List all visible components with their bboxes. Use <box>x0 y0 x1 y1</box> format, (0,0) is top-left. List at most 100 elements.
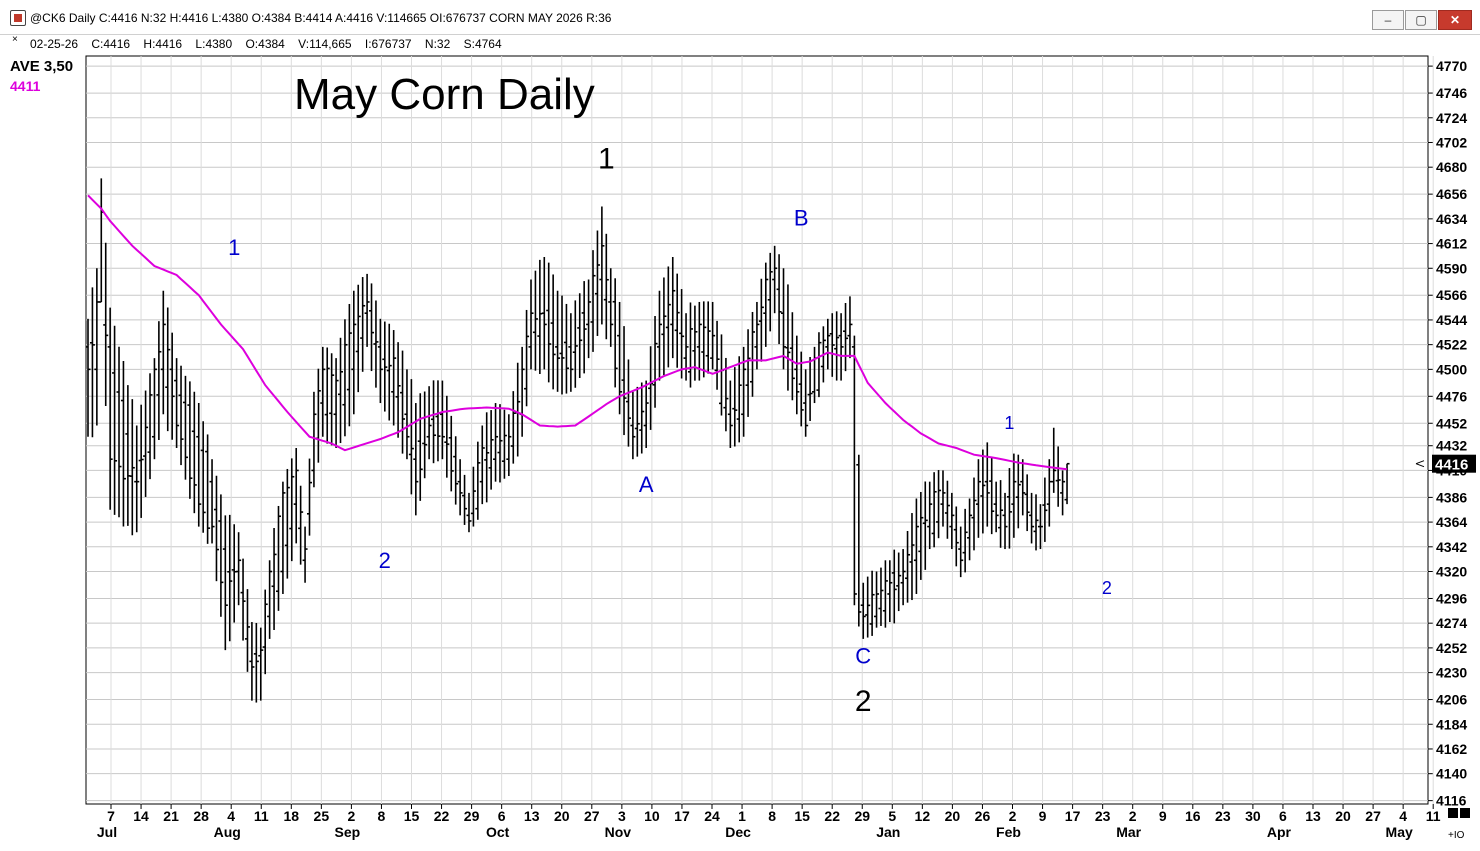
x-tick-label: 3 <box>618 808 626 824</box>
ohlc-bar <box>417 393 423 501</box>
ohlc-bar <box>1024 474 1030 532</box>
corner-handle-right[interactable] <box>1460 808 1470 818</box>
ohlc-bar <box>869 570 875 636</box>
ohlc-bar <box>550 274 556 390</box>
ohlc-bar <box>462 474 468 525</box>
ohlc-bar <box>603 233 609 340</box>
y-tick-label: 4162 <box>1436 741 1467 757</box>
ohlc-bar <box>794 335 800 415</box>
ohlc-bar <box>896 552 902 612</box>
x-tick-label: 10 <box>644 808 660 824</box>
crosshair-icon[interactable]: × <box>12 34 18 45</box>
ohlc-bar <box>355 284 361 393</box>
wave-label: 2 <box>1102 578 1112 598</box>
ohlc-bar <box>891 549 897 624</box>
close-button[interactable]: ✕ <box>1438 10 1472 30</box>
ohlc-bar <box>789 312 795 401</box>
ohlc-bar <box>289 458 295 562</box>
x-tick-label: 29 <box>854 808 870 824</box>
maximize-button[interactable]: ▢ <box>1405 10 1437 30</box>
ohlc-bar <box>639 382 645 454</box>
ohlc-bar <box>887 560 893 623</box>
ohlc-bar <box>625 359 631 447</box>
ohlc-bar <box>475 441 481 520</box>
ohlc-bar <box>643 380 649 448</box>
app-icon[interactable] <box>10 10 26 26</box>
ohlc-bar <box>307 458 312 536</box>
y-tick-label: 4746 <box>1436 85 1467 101</box>
ohlc-bar <box>922 481 928 570</box>
window-title: @CK6 Daily C:4416 N:32 H:4416 L:4380 O:4… <box>30 11 612 25</box>
x-tick-label: 17 <box>674 808 690 824</box>
ohlc-bar <box>156 321 162 440</box>
ohlc-bar <box>971 477 977 551</box>
x-tick-label: 11 <box>1426 808 1441 824</box>
ohlc-bar <box>324 347 330 444</box>
ohlc-bar <box>493 403 499 482</box>
y-tick-label: 4206 <box>1436 692 1467 708</box>
ohlc-bar <box>931 472 937 548</box>
zoom-toggle[interactable]: +IO <box>1448 830 1465 841</box>
ohlc-bar <box>103 242 109 407</box>
ohlc-bar <box>532 270 538 371</box>
ohlc-bar <box>1060 470 1066 516</box>
ohlc-bar <box>501 409 507 479</box>
ohlc-bar <box>900 549 906 606</box>
x-tick-label: 15 <box>404 808 420 824</box>
y-tick-label: 4274 <box>1436 615 1467 631</box>
ohlc-bar <box>453 436 459 505</box>
y-tick-label: 4634 <box>1436 211 1467 227</box>
ohlc-bar <box>160 290 166 415</box>
corner-handle-left[interactable] <box>1448 808 1458 818</box>
ohlc-bar <box>373 300 379 388</box>
y-tick-label: 4230 <box>1436 665 1467 681</box>
ohlc-bar <box>665 266 671 368</box>
ohlc-bar <box>386 323 392 421</box>
ohlc-bar <box>958 526 964 578</box>
ohlc-bar <box>767 252 773 332</box>
ohlc-bar <box>785 284 791 391</box>
x-tick-label: 18 <box>284 808 300 824</box>
ohlc-bar <box>431 380 437 464</box>
ohlc-bar <box>679 289 685 379</box>
x-month-label: Jul <box>97 824 117 840</box>
ohlc-bar <box>293 447 299 544</box>
ohlc-bar <box>129 399 135 536</box>
wave-label: 2 <box>379 548 391 573</box>
ohlc-bar <box>962 508 968 573</box>
ohlc-bar <box>178 365 184 466</box>
x-tick-label: 26 <box>975 808 991 824</box>
ohlc-bar <box>351 290 357 415</box>
indicator-label: AVE 3,50 <box>10 58 74 75</box>
ohlc-bar <box>280 481 286 594</box>
ohlc-bar <box>524 309 530 407</box>
ohlc-bar <box>329 353 335 446</box>
last-price-arrow-icon <box>1415 460 1425 468</box>
ohlc-bar <box>736 356 742 443</box>
ohlc-bar <box>89 287 95 438</box>
ohlc-bar <box>843 302 849 372</box>
minimize-button[interactable]: – <box>1372 10 1404 30</box>
x-tick-label: 17 <box>1065 808 1081 824</box>
ohlc-bar <box>497 404 503 483</box>
y-tick-label: 4140 <box>1436 766 1467 782</box>
ohlc-bar <box>998 480 1004 548</box>
ohlc-bar <box>874 571 880 628</box>
ohlc-bar <box>112 325 118 515</box>
ohlc-bar <box>395 342 401 438</box>
ohlc-bar <box>338 337 344 444</box>
ohlc-bar <box>258 627 264 701</box>
ohlc-bar <box>284 468 290 579</box>
ohlc-bar <box>953 506 959 567</box>
ohlc-bar <box>727 380 733 448</box>
ohlc-bar <box>138 404 144 518</box>
ohlc-bar <box>408 379 414 495</box>
ohlc-bar <box>364 273 370 347</box>
ohlc-bar <box>909 513 915 601</box>
ohlc-bar <box>661 277 667 376</box>
x-tick-label: 2 <box>1129 808 1137 824</box>
ohlc-bar <box>599 206 605 325</box>
ohlc-bar <box>244 589 250 672</box>
ohlc-bar <box>1051 427 1057 493</box>
